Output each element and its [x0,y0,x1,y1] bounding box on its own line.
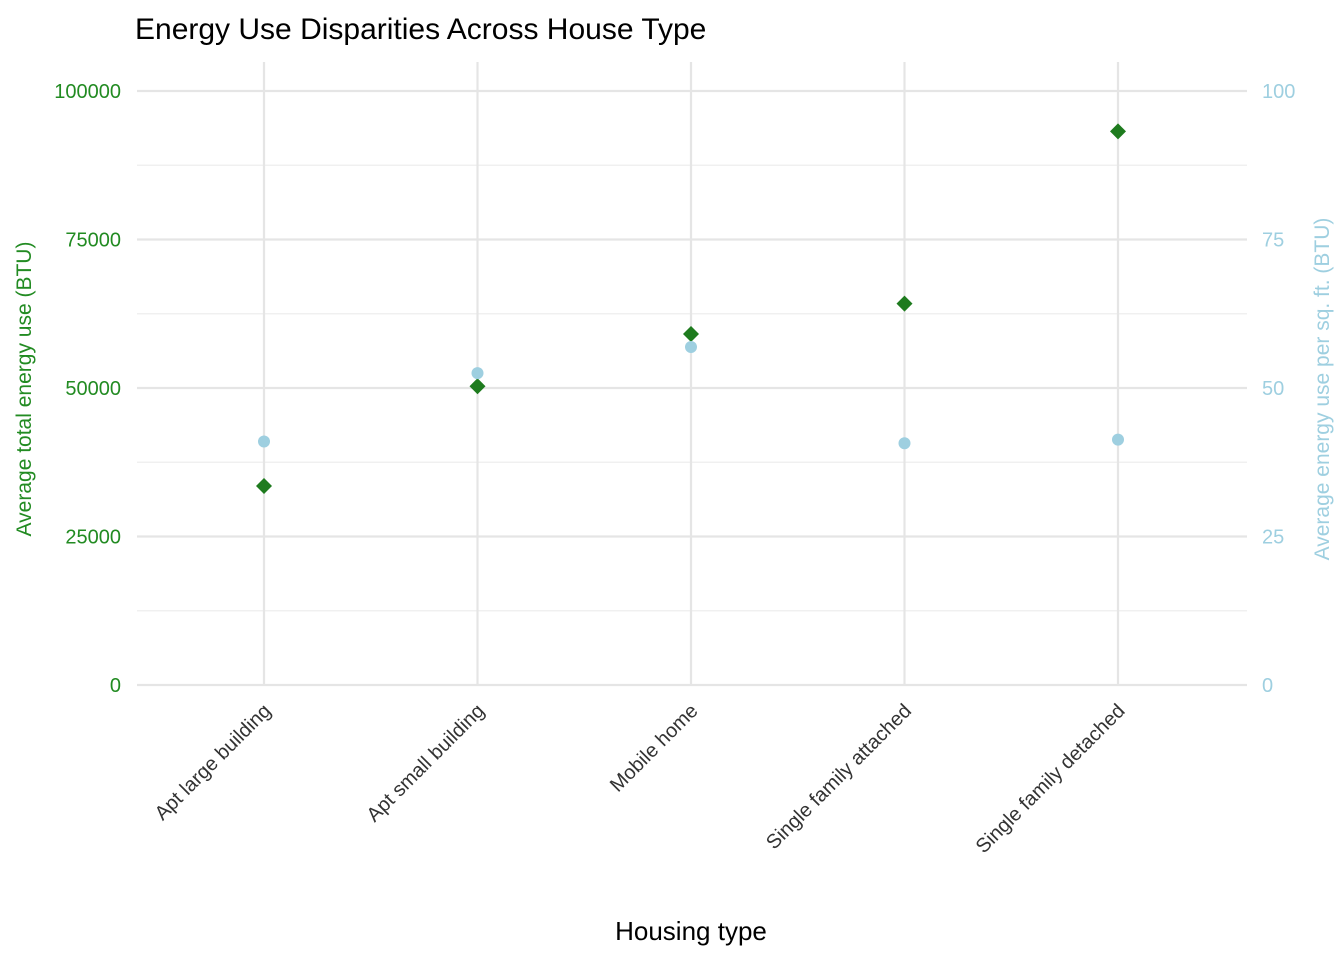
x-tick-label: Single family detached [972,700,1130,858]
y-left-tick-label: 100000 [54,81,121,103]
x-tick-label: Single family attached [762,700,916,854]
diamond-point [683,325,699,342]
y-right-tick-label: 100 [1262,81,1295,103]
left-axis-ticks: 0 25000 50000 75000 100000 [54,81,121,697]
y-right-tick-label: 75 [1262,230,1284,252]
x-tick-label: Apt small building [363,700,489,826]
data-points [256,123,1126,495]
right-axis-ticks: 0 25 50 75 100 [1262,81,1295,697]
y-right-tick-label: 25 [1262,527,1284,549]
y-right-tick-label: 0 [1262,675,1273,697]
x-axis-ticks: Apt large building Apt small building Mobi… [151,700,1130,858]
y-right-tick-label: 50 [1262,378,1284,400]
y-axis-right-label: Average energy use per sq. ft. (BTU) [1311,218,1334,561]
circle-point [1112,433,1124,446]
diamond-point [469,378,486,395]
y-left-tick-label: 25000 [65,527,121,549]
x-tick-label: Mobile home [606,700,703,797]
diamond-point [896,295,913,312]
y-left-tick-label: 0 [110,675,121,697]
y-left-tick-label: 50000 [65,378,121,400]
circle-point [685,341,697,354]
diamond-point [256,478,272,495]
circle-point [898,437,911,450]
y-left-tick-label: 75000 [65,230,121,252]
circle-point [258,435,270,448]
chart-title: Energy Use Disparities Across House Type [135,13,706,46]
grid [137,62,1247,687]
x-tick-label: Apt large building [151,700,276,825]
y-axis-left-label: Average total energy use (BTU) [13,242,36,537]
x-axis-label: Housing type [615,916,767,946]
circle-point [471,367,484,380]
diamond-point [1110,123,1126,140]
